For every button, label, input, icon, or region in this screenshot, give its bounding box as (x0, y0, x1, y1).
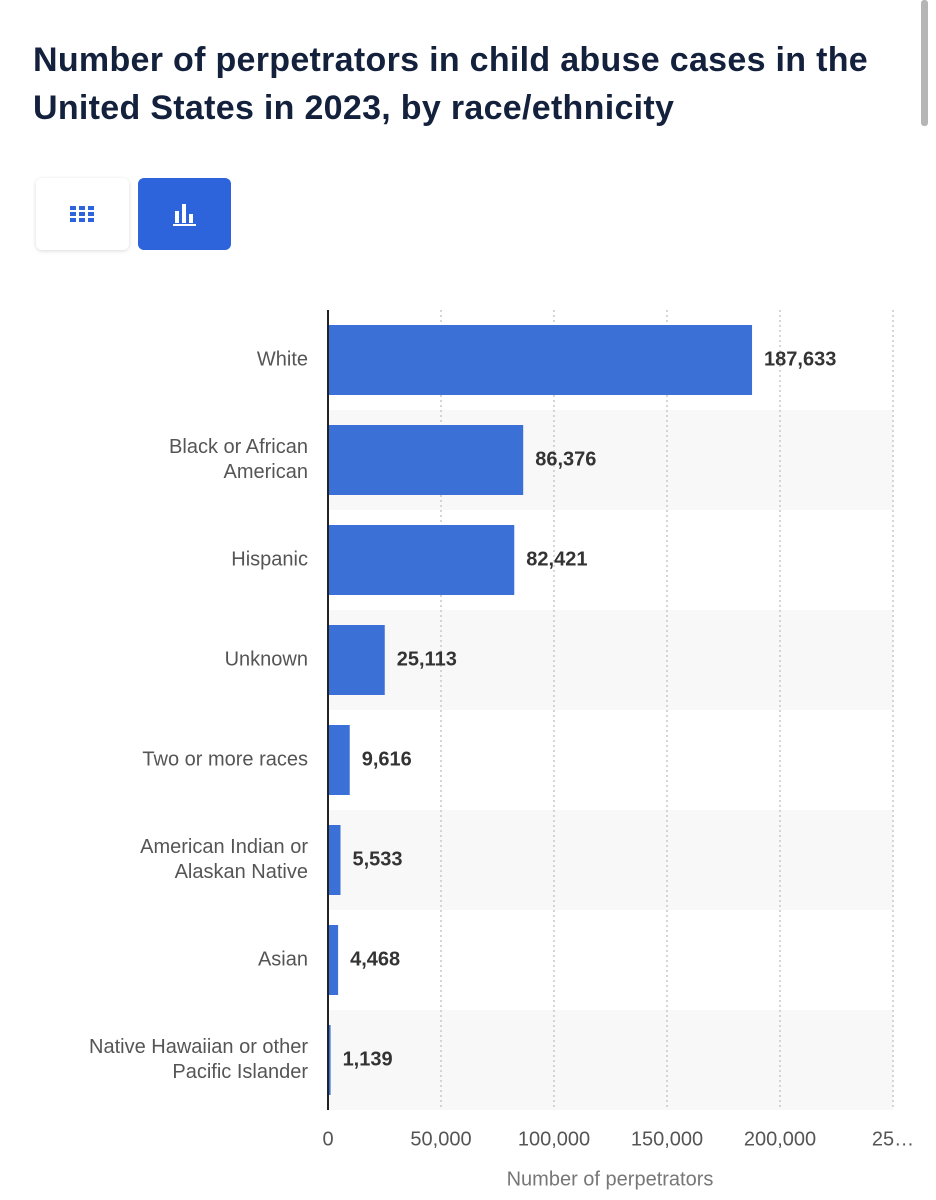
category-label: White (256, 348, 308, 371)
x-tick-label: 0 (322, 1128, 333, 1150)
bar (328, 325, 753, 395)
category-label: Hispanic (231, 548, 308, 571)
x-tick-label: 100,000 (518, 1128, 590, 1150)
scrollbar (921, 0, 928, 126)
row-band (328, 810, 893, 910)
value-label: 25,113 (397, 648, 457, 670)
value-label: 82,421 (526, 548, 587, 570)
x-tick-label: 25… (872, 1128, 914, 1150)
bar (328, 1025, 331, 1095)
category-label: Black or African American (169, 436, 308, 483)
table-view-button[interactable] (36, 178, 129, 250)
category-label: Asian (257, 948, 308, 971)
chart-view-button[interactable] (138, 178, 231, 250)
category-label: American Indian or Alaskan Native (140, 836, 308, 883)
category-label: Unknown (224, 648, 308, 671)
row-band (328, 410, 893, 510)
bar (328, 825, 341, 895)
value-label: 4,468 (350, 948, 400, 970)
row-band (328, 610, 893, 710)
value-label: 187,633 (764, 348, 836, 370)
value-label: 1,139 (343, 1048, 393, 1070)
x-tick-label: 50,000 (410, 1128, 471, 1150)
x-tick-label: 200,000 (744, 1128, 816, 1150)
row-band (328, 1010, 893, 1110)
bar (328, 725, 350, 795)
x-tick-label: 150,000 (631, 1128, 703, 1150)
chart-title: Number of perpetrators in child abuse ca… (33, 41, 868, 127)
bar (328, 625, 385, 695)
bar (328, 925, 339, 995)
bar (328, 425, 524, 495)
bar-icon (173, 204, 196, 226)
value-label: 9,616 (362, 748, 412, 770)
category-label: Two or more races (142, 748, 308, 771)
bar (328, 525, 515, 595)
grid-icon (70, 206, 94, 222)
x-axis-title: Number of perpetrators (507, 1168, 714, 1190)
value-label: 5,533 (353, 848, 403, 870)
category-label: Native Hawaiian or other Pacific Islande… (89, 1036, 308, 1083)
value-label: 86,376 (535, 448, 596, 470)
